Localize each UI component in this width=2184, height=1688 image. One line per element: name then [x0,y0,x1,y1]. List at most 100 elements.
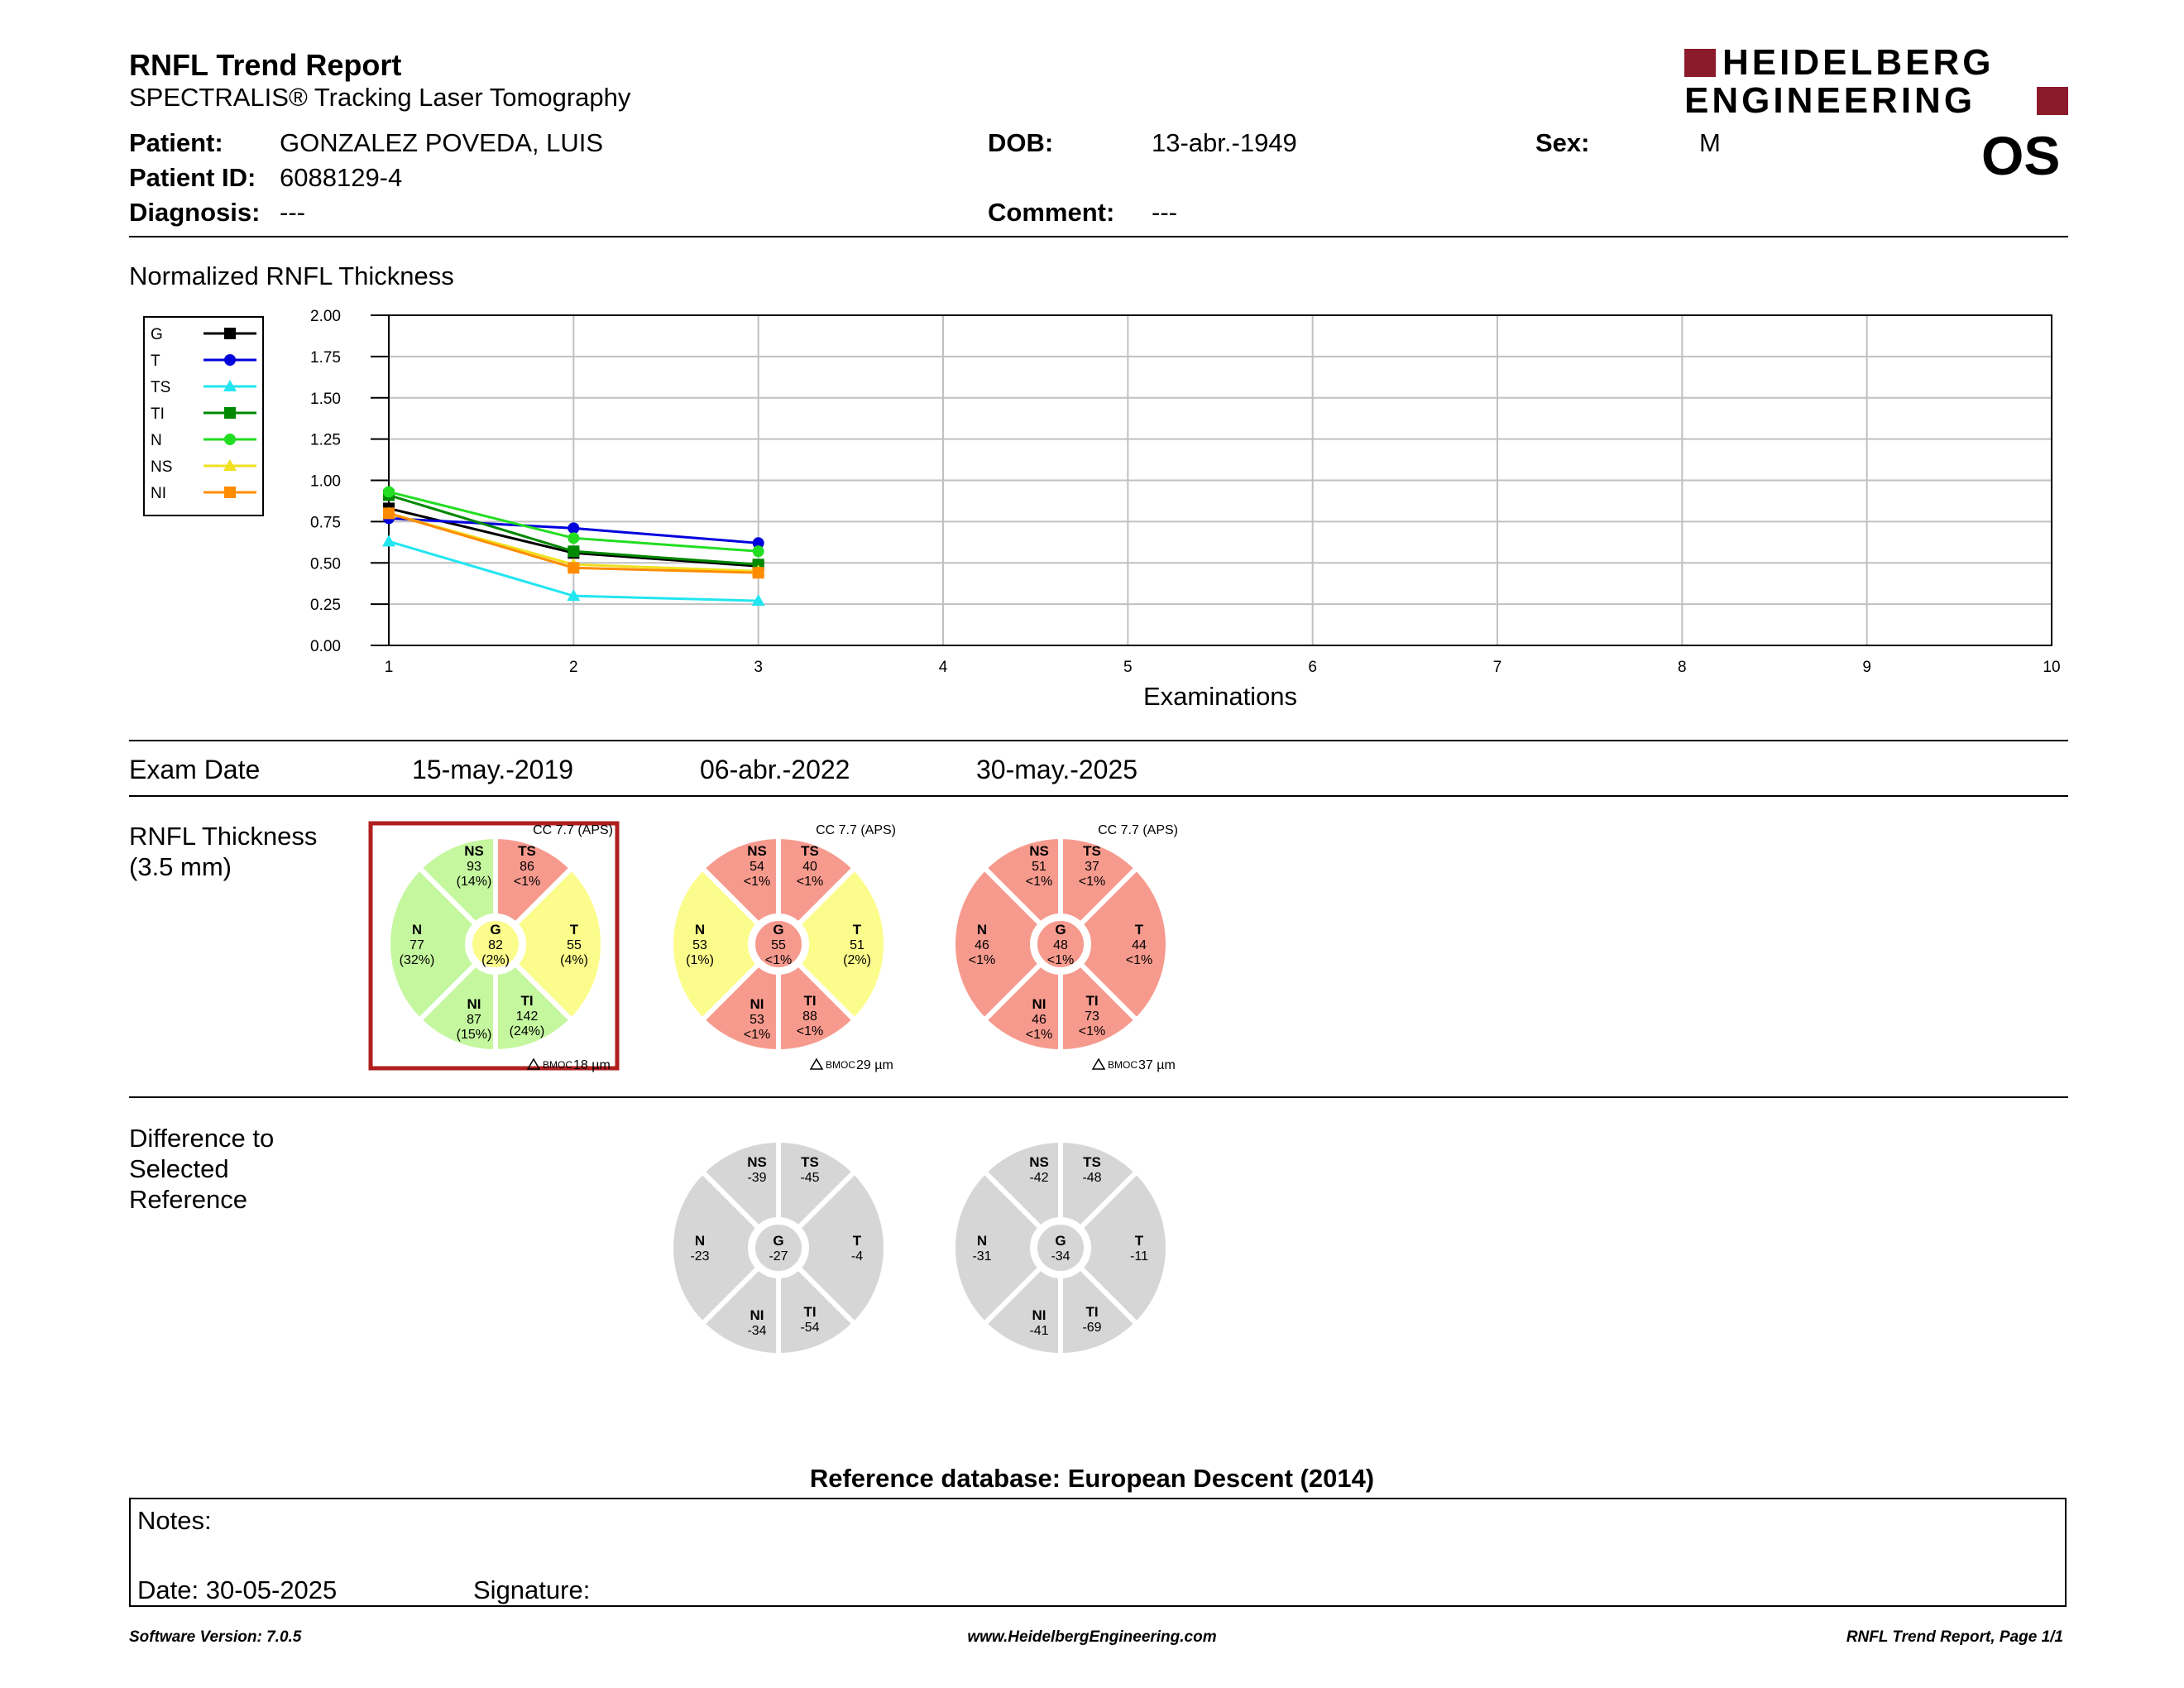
sector-value: 73 [1085,1009,1099,1024]
legend-marker [224,487,236,498]
cc-label: CC 7.7 (APS) [816,823,896,837]
logo-line-2: ENGINEERING [1684,80,1976,121]
logo-square-left [1684,49,1716,77]
sector-value: -11 [1130,1249,1148,1264]
sector-value: 48 [1053,938,1068,952]
sector-name: TS [1083,1154,1101,1170]
sector-name: T [1135,922,1144,938]
sector-name: NI [1032,996,1046,1012]
sector-value: <1% [1026,1028,1052,1042]
sector-name: N [977,1233,987,1249]
sector-value: (4%) [560,953,588,967]
sector-value: 82 [488,938,503,952]
sector-value: (24%) [510,1024,545,1038]
x-tick-label: 10 [2043,659,2060,676]
exam-date-1: 15-may.-2019 [412,755,574,784]
sector-value: 87 [467,1013,481,1027]
diff-label-line-2: Selected [129,1154,229,1183]
sector-g[interactable] [1032,916,1089,972]
sector-g[interactable] [750,916,807,972]
bmoc-label: BMOC 37 µm [1091,1057,1176,1072]
sector-name: T [570,922,579,938]
sector-name: NS [1029,843,1049,859]
sector-g[interactable] [467,916,524,972]
rnfl-thickness-label: RNFL Thickness [129,822,318,851]
sector-g[interactable] [750,1220,807,1276]
y-tick-label: 1.00 [310,473,341,491]
sector-value: (2%) [843,953,871,967]
sector-name: G [773,1233,783,1249]
bmoc-label-text: BMOC [826,1059,855,1071]
legend-label: TS [151,379,170,396]
sector-value: 46 [975,938,989,952]
sector-value: <1% [744,1028,770,1042]
legend-box [143,316,264,516]
sector-value: <1% [797,875,823,889]
sector-value: -23 [690,1249,709,1264]
bmoc-label: BMOC 29 µm [809,1057,893,1072]
x-tick-label: 1 [385,659,394,676]
sector-name: NS [747,1154,767,1170]
sector-name: TI [803,1304,816,1320]
bmoc-label-text: BMOC [1108,1059,1138,1071]
legend-label: NS [151,458,172,476]
sector-value: -41 [1029,1324,1048,1338]
sector-name: TI [803,993,816,1009]
sector-value: <1% [969,953,995,967]
sector-value: (2%) [481,953,510,967]
data-point [383,507,395,520]
x-tick-label: 4 [939,659,948,676]
delta-icon [809,1057,824,1070]
logo-square-right [2037,87,2068,115]
data-point [752,567,764,579]
sector-value: 44 [1132,938,1147,952]
x-tick-label: 5 [1123,659,1133,676]
sector-value: <1% [1047,953,1074,967]
sector-value: (1%) [686,953,714,967]
y-tick-label: 2.00 [310,308,341,325]
legend-marker [224,354,236,366]
sector-name: NI [1032,1307,1046,1323]
x-tick-label: 9 [1862,659,1871,676]
diff-label-line-1: Difference to [129,1124,275,1153]
legend-marker [223,380,237,391]
sector-name: NS [464,843,484,859]
notes-box[interactable]: Notes: Date: 30-05-2025 Signature: [129,1498,2067,1607]
bmoc-label: BMOC 18 µm [526,1057,611,1072]
legend-marker [223,459,237,471]
delta-icon [1091,1057,1106,1070]
rnfl-thickness-diameter: (3.5 mm) [129,852,232,881]
sector-name: N [695,1233,705,1249]
sector-name: NS [747,843,767,859]
reference-database: Reference database: European Descent (20… [809,1464,1375,1493]
difference-circle-1: T-4 TS-45 NS-39 N-23 NI-34 TI-54 G-27 [668,1137,888,1359]
y-tick-label: 0.75 [310,514,341,531]
x-tick-label: 8 [1678,659,1687,676]
sector-name: NI [467,996,481,1012]
sector-name: G [490,922,500,938]
sector-value: -54 [800,1321,819,1335]
sector-name: NI [750,996,764,1012]
exam-date-2: 06-abr.-2022 [700,755,850,784]
report-subtitle: SPECTRALIS® Tracking Laser Tomography [129,83,631,112]
footer-website[interactable]: www.HeidelbergEngineering.com [967,1628,1217,1646]
sector-name: TS [801,1154,819,1170]
legend-label: G [151,326,163,343]
sector-value: 55 [771,938,786,952]
sector-value: -69 [1082,1321,1101,1335]
legend-label: T [151,352,160,370]
sector-value: -34 [747,1324,766,1338]
sector-value: 40 [802,860,817,874]
sector-name: G [1055,1233,1066,1249]
legend-marker [224,407,236,419]
sector-value: 51 [1032,860,1046,874]
sector-value: 88 [802,1009,817,1024]
sector-value: <1% [797,1024,823,1038]
plot-frame [388,314,2052,646]
sector-value: 53 [692,938,707,952]
y-tick-label: 0.00 [310,638,341,655]
rnfl-circle-3: T44<1%TS37<1%NS51<1%N46<1%NI46<1%TI73<1%… [951,833,1171,1055]
sector-value: -42 [1029,1171,1048,1185]
sector-g[interactable] [1032,1220,1089,1276]
